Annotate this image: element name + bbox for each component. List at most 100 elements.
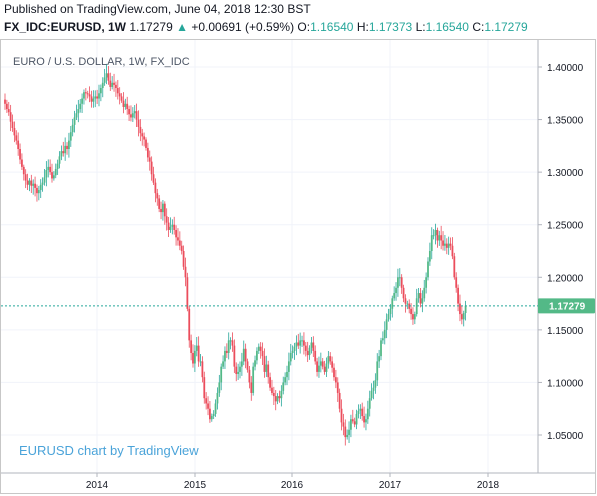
candle-body [137, 119, 140, 127]
y-tick-label: 1.25000 [547, 221, 584, 232]
candle-body [225, 350, 228, 353]
candle-body [201, 361, 204, 378]
chart-frame[interactable]: 1.40000 1.35000 1.30000 1.25000 1.20000 1.150… [0, 39, 596, 494]
candle-body [64, 145, 67, 154]
candle-body [69, 132, 72, 141]
candle-body [395, 287, 397, 294]
candle-body [318, 365, 320, 372]
candle-body [133, 111, 136, 114]
candle-body [180, 245, 183, 251]
x-tick-labels: 2014 2015 2016 2017 2018 [86, 473, 500, 491]
candle-body [39, 184, 42, 191]
candle-body [319, 361, 322, 366]
x-tick-label: 2018 [477, 480, 500, 491]
candle-body [47, 166, 50, 171]
up-arrow-icon: ▲ [176, 20, 188, 34]
candle-body [146, 147, 149, 158]
candle-body [406, 303, 409, 305]
candle-body [169, 226, 172, 230]
candle-body [173, 224, 176, 230]
candle-body [428, 251, 431, 262]
candle-body [278, 396, 281, 399]
y-tick-label: 1.05000 [547, 431, 584, 442]
candle-body [165, 216, 168, 223]
open-label: O: [297, 20, 311, 34]
x-tick-label: 2014 [86, 480, 109, 491]
candle-body [415, 298, 418, 315]
candle-body [304, 345, 307, 351]
candle-body [393, 293, 396, 299]
candle-body [334, 377, 337, 383]
candle-body [56, 163, 59, 169]
candle-body [314, 350, 317, 362]
y-tick-label: 1.15000 [547, 326, 584, 337]
candle-body [199, 361, 202, 363]
candle-body [462, 313, 465, 320]
candle-body [445, 243, 448, 248]
candle-body [17, 140, 20, 150]
candle-body [383, 329, 386, 339]
candle-body [105, 73, 108, 78]
candle-body [162, 203, 164, 213]
y-tick-label: 1.40000 [547, 63, 584, 74]
candle-body [101, 82, 104, 89]
candle-body [235, 366, 238, 375]
candle-body [464, 305, 467, 314]
candle-body [212, 413, 215, 417]
candle-body [205, 398, 208, 404]
candle-body [248, 369, 251, 383]
y-tick-label: 1.30000 [547, 168, 584, 179]
candle-body [21, 159, 23, 167]
candle-body [68, 140, 70, 150]
candle-body [229, 340, 232, 342]
candle-body [203, 377, 206, 399]
candle-body [60, 151, 63, 157]
candle-body [312, 342, 315, 351]
last-price: 1.17279 [129, 20, 173, 34]
candle-body [227, 340, 230, 353]
candle-body [331, 361, 334, 368]
candle-body [306, 350, 309, 356]
candle-body [141, 133, 144, 137]
candle-body [289, 352, 292, 362]
candle-body [250, 382, 253, 393]
candle-body [391, 298, 394, 309]
chart-grid [1, 40, 538, 473]
candle-body [103, 77, 106, 83]
open-value: 1.16540 [310, 20, 354, 34]
candle-body [398, 277, 401, 279]
candle-body [321, 361, 324, 367]
candle-body [216, 392, 219, 404]
candle-body [188, 308, 191, 341]
candle-body [58, 156, 61, 164]
candle-body [192, 352, 194, 364]
candle-body [297, 342, 300, 346]
watermark: EURUSD chart by TradingView [19, 443, 199, 458]
candle-body [195, 345, 198, 351]
candle-body [423, 287, 426, 299]
candle-body [242, 348, 245, 362]
candle-body [209, 408, 211, 420]
candle-body [71, 124, 74, 133]
candle-body [265, 364, 268, 372]
candle-body [336, 382, 339, 393]
candle-body [94, 96, 97, 99]
candle-body [316, 361, 318, 372]
candle-body [11, 121, 14, 128]
candle-body [252, 366, 255, 393]
candle-body [126, 103, 129, 110]
candle-body [381, 338, 384, 341]
candle-body [257, 346, 260, 351]
quote-line: FX_IDC:EURUSD, 1W 1.17279 ▲ +0.00691 (+0… [4, 20, 528, 34]
candle-body [368, 398, 371, 409]
symbol-label[interactable]: FX_IDC:EURUSD, 1W [4, 20, 127, 34]
candle-body [111, 82, 114, 87]
candle-body [366, 408, 369, 420]
candle-body [374, 380, 377, 388]
candlestick-chart[interactable]: 1.40000 1.35000 1.30000 1.25000 1.20000 1.150… [1, 40, 595, 493]
candle-body [214, 403, 217, 414]
candle-body [239, 366, 241, 372]
candle-body [271, 387, 273, 393]
candle-body [19, 149, 21, 160]
candle-body [131, 113, 134, 118]
